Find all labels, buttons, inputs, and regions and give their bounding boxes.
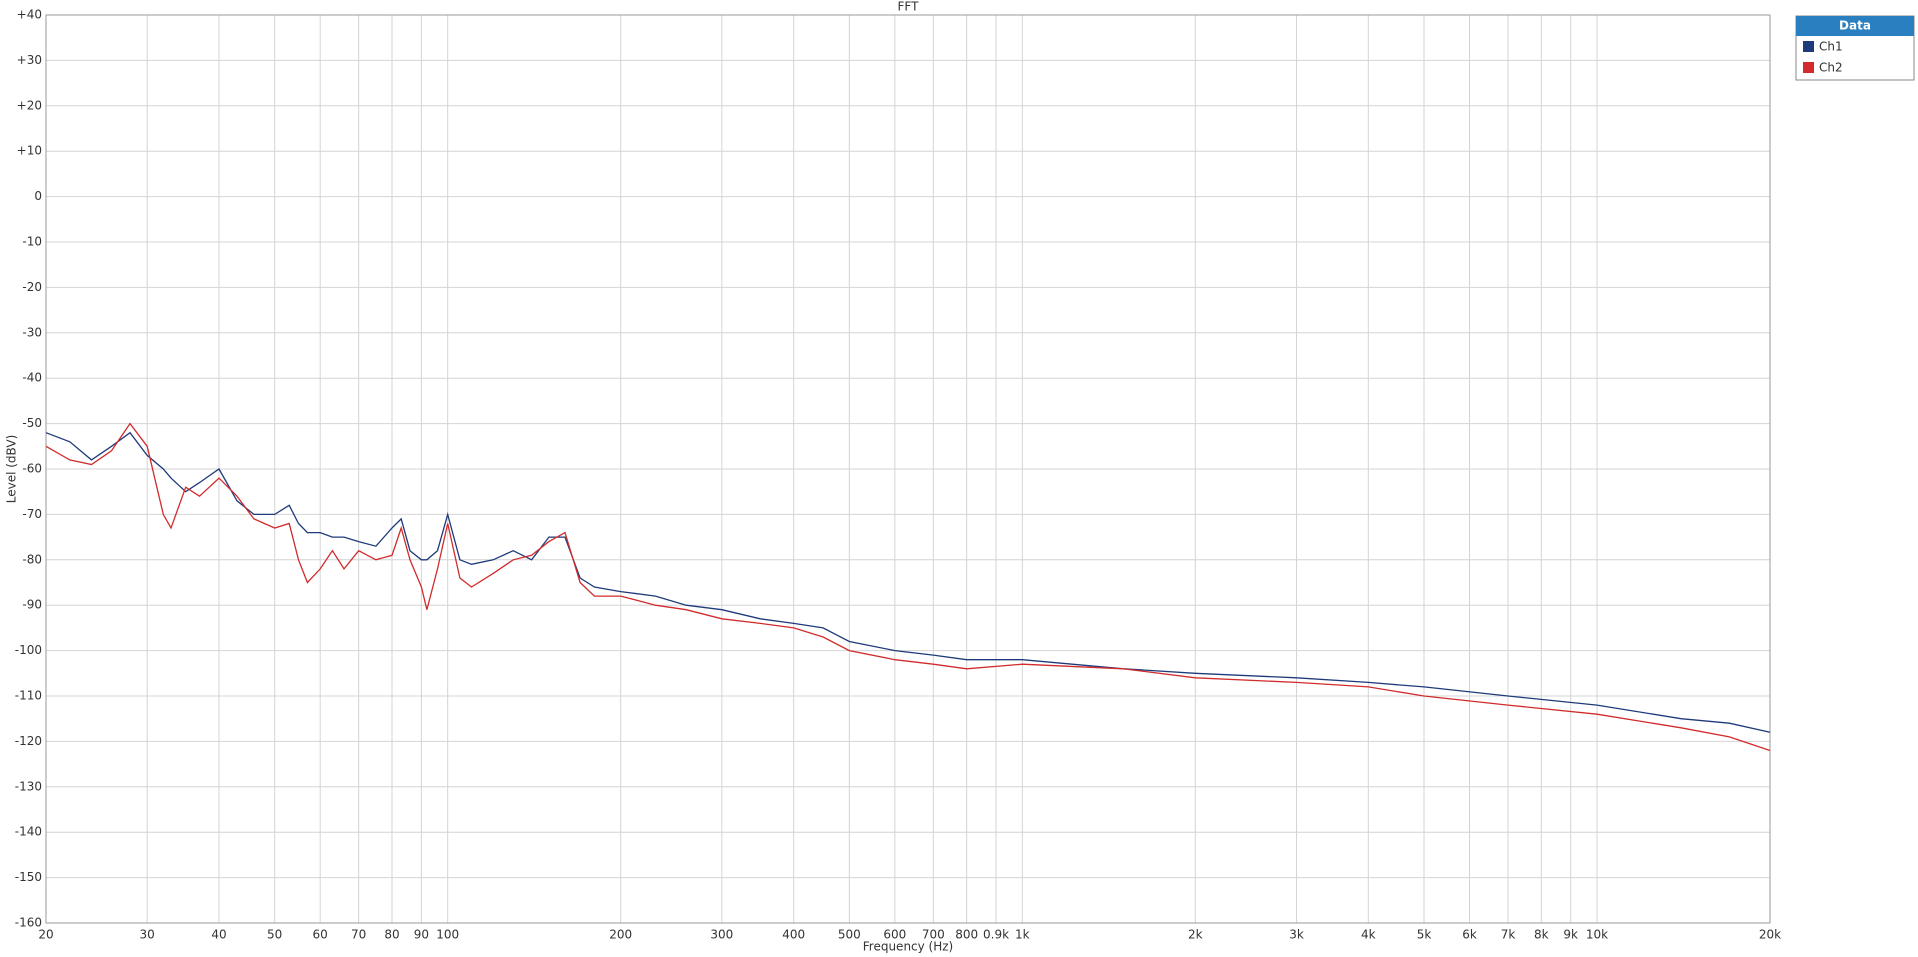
- x-tick-label: 10k: [1586, 928, 1608, 942]
- x-tick-label: 1k: [1015, 928, 1030, 942]
- x-tick-label: 8k: [1534, 928, 1549, 942]
- y-tick-label: -160: [15, 916, 42, 930]
- x-axis-label: Frequency (Hz): [863, 940, 954, 954]
- x-tick-label: 80: [384, 928, 399, 942]
- y-tick-label: +20: [17, 98, 42, 112]
- x-tick-label: 200: [609, 928, 632, 942]
- series-line: [45, 422, 1771, 752]
- legend-swatch: [1803, 62, 1814, 73]
- chart-title: FFT: [898, 0, 920, 14]
- x-tick-label: 40: [211, 928, 226, 942]
- plot-border: [45, 14, 1771, 924]
- x-tick-label: 800: [955, 928, 978, 942]
- x-tick-label: 600: [883, 928, 906, 942]
- x-tick-label: 0.9k: [983, 928, 1009, 942]
- y-axis-label: Level (dBV): [5, 435, 19, 504]
- x-tick-label: 9k: [1563, 928, 1578, 942]
- y-tick-label: -10: [22, 235, 42, 249]
- x-tick-label: 70: [351, 928, 366, 942]
- y-tick-label: -110: [15, 689, 42, 703]
- x-tick-label: 90: [414, 928, 429, 942]
- y-tick-label: -70: [22, 507, 42, 521]
- y-tick-label: +30: [17, 53, 42, 67]
- legend-label: Ch1: [1819, 40, 1843, 54]
- x-tick-label: 30: [140, 928, 155, 942]
- x-tick-label: 20k: [1759, 928, 1781, 942]
- y-tick-label: +10: [17, 144, 42, 158]
- y-tick-label: -100: [15, 643, 42, 657]
- y-tick-label: -40: [22, 371, 42, 385]
- x-tick-label: 3k: [1289, 928, 1304, 942]
- x-tick-label: 50: [267, 928, 282, 942]
- y-tick-label: -140: [15, 825, 42, 839]
- y-tick-label: +40: [17, 8, 42, 22]
- legend-title: Data: [1839, 19, 1871, 33]
- legend-header: [1796, 16, 1914, 36]
- y-tick-label: -80: [22, 552, 42, 566]
- legend-swatch: [1803, 41, 1814, 52]
- x-tick-label: 4k: [1361, 928, 1376, 942]
- y-tick-label: -150: [15, 870, 42, 884]
- y-tick-label: -120: [15, 734, 42, 748]
- x-tick-label: 500: [838, 928, 861, 942]
- series-line: [45, 431, 1771, 733]
- x-tick-label: 100: [436, 928, 459, 942]
- x-tick-label: 6k: [1462, 928, 1477, 942]
- y-tick-label: -90: [22, 598, 42, 612]
- y-tick-label: -50: [22, 416, 42, 430]
- x-tick-label: 20: [38, 928, 53, 942]
- x-tick-label: 700: [922, 928, 945, 942]
- x-tick-label: 5k: [1417, 928, 1432, 942]
- x-tick-label: 400: [782, 928, 805, 942]
- x-tick-label: 300: [710, 928, 733, 942]
- x-tick-label: 60: [313, 928, 328, 942]
- y-tick-label: -30: [22, 325, 42, 339]
- y-tick-label: -60: [22, 462, 42, 476]
- y-tick-label: -130: [15, 779, 42, 793]
- x-tick-label: 2k: [1188, 928, 1203, 942]
- x-tick-label: 7k: [1501, 928, 1516, 942]
- y-tick-label: -20: [22, 280, 42, 294]
- y-tick-label: 0: [34, 189, 42, 203]
- legend-label: Ch2: [1819, 61, 1843, 75]
